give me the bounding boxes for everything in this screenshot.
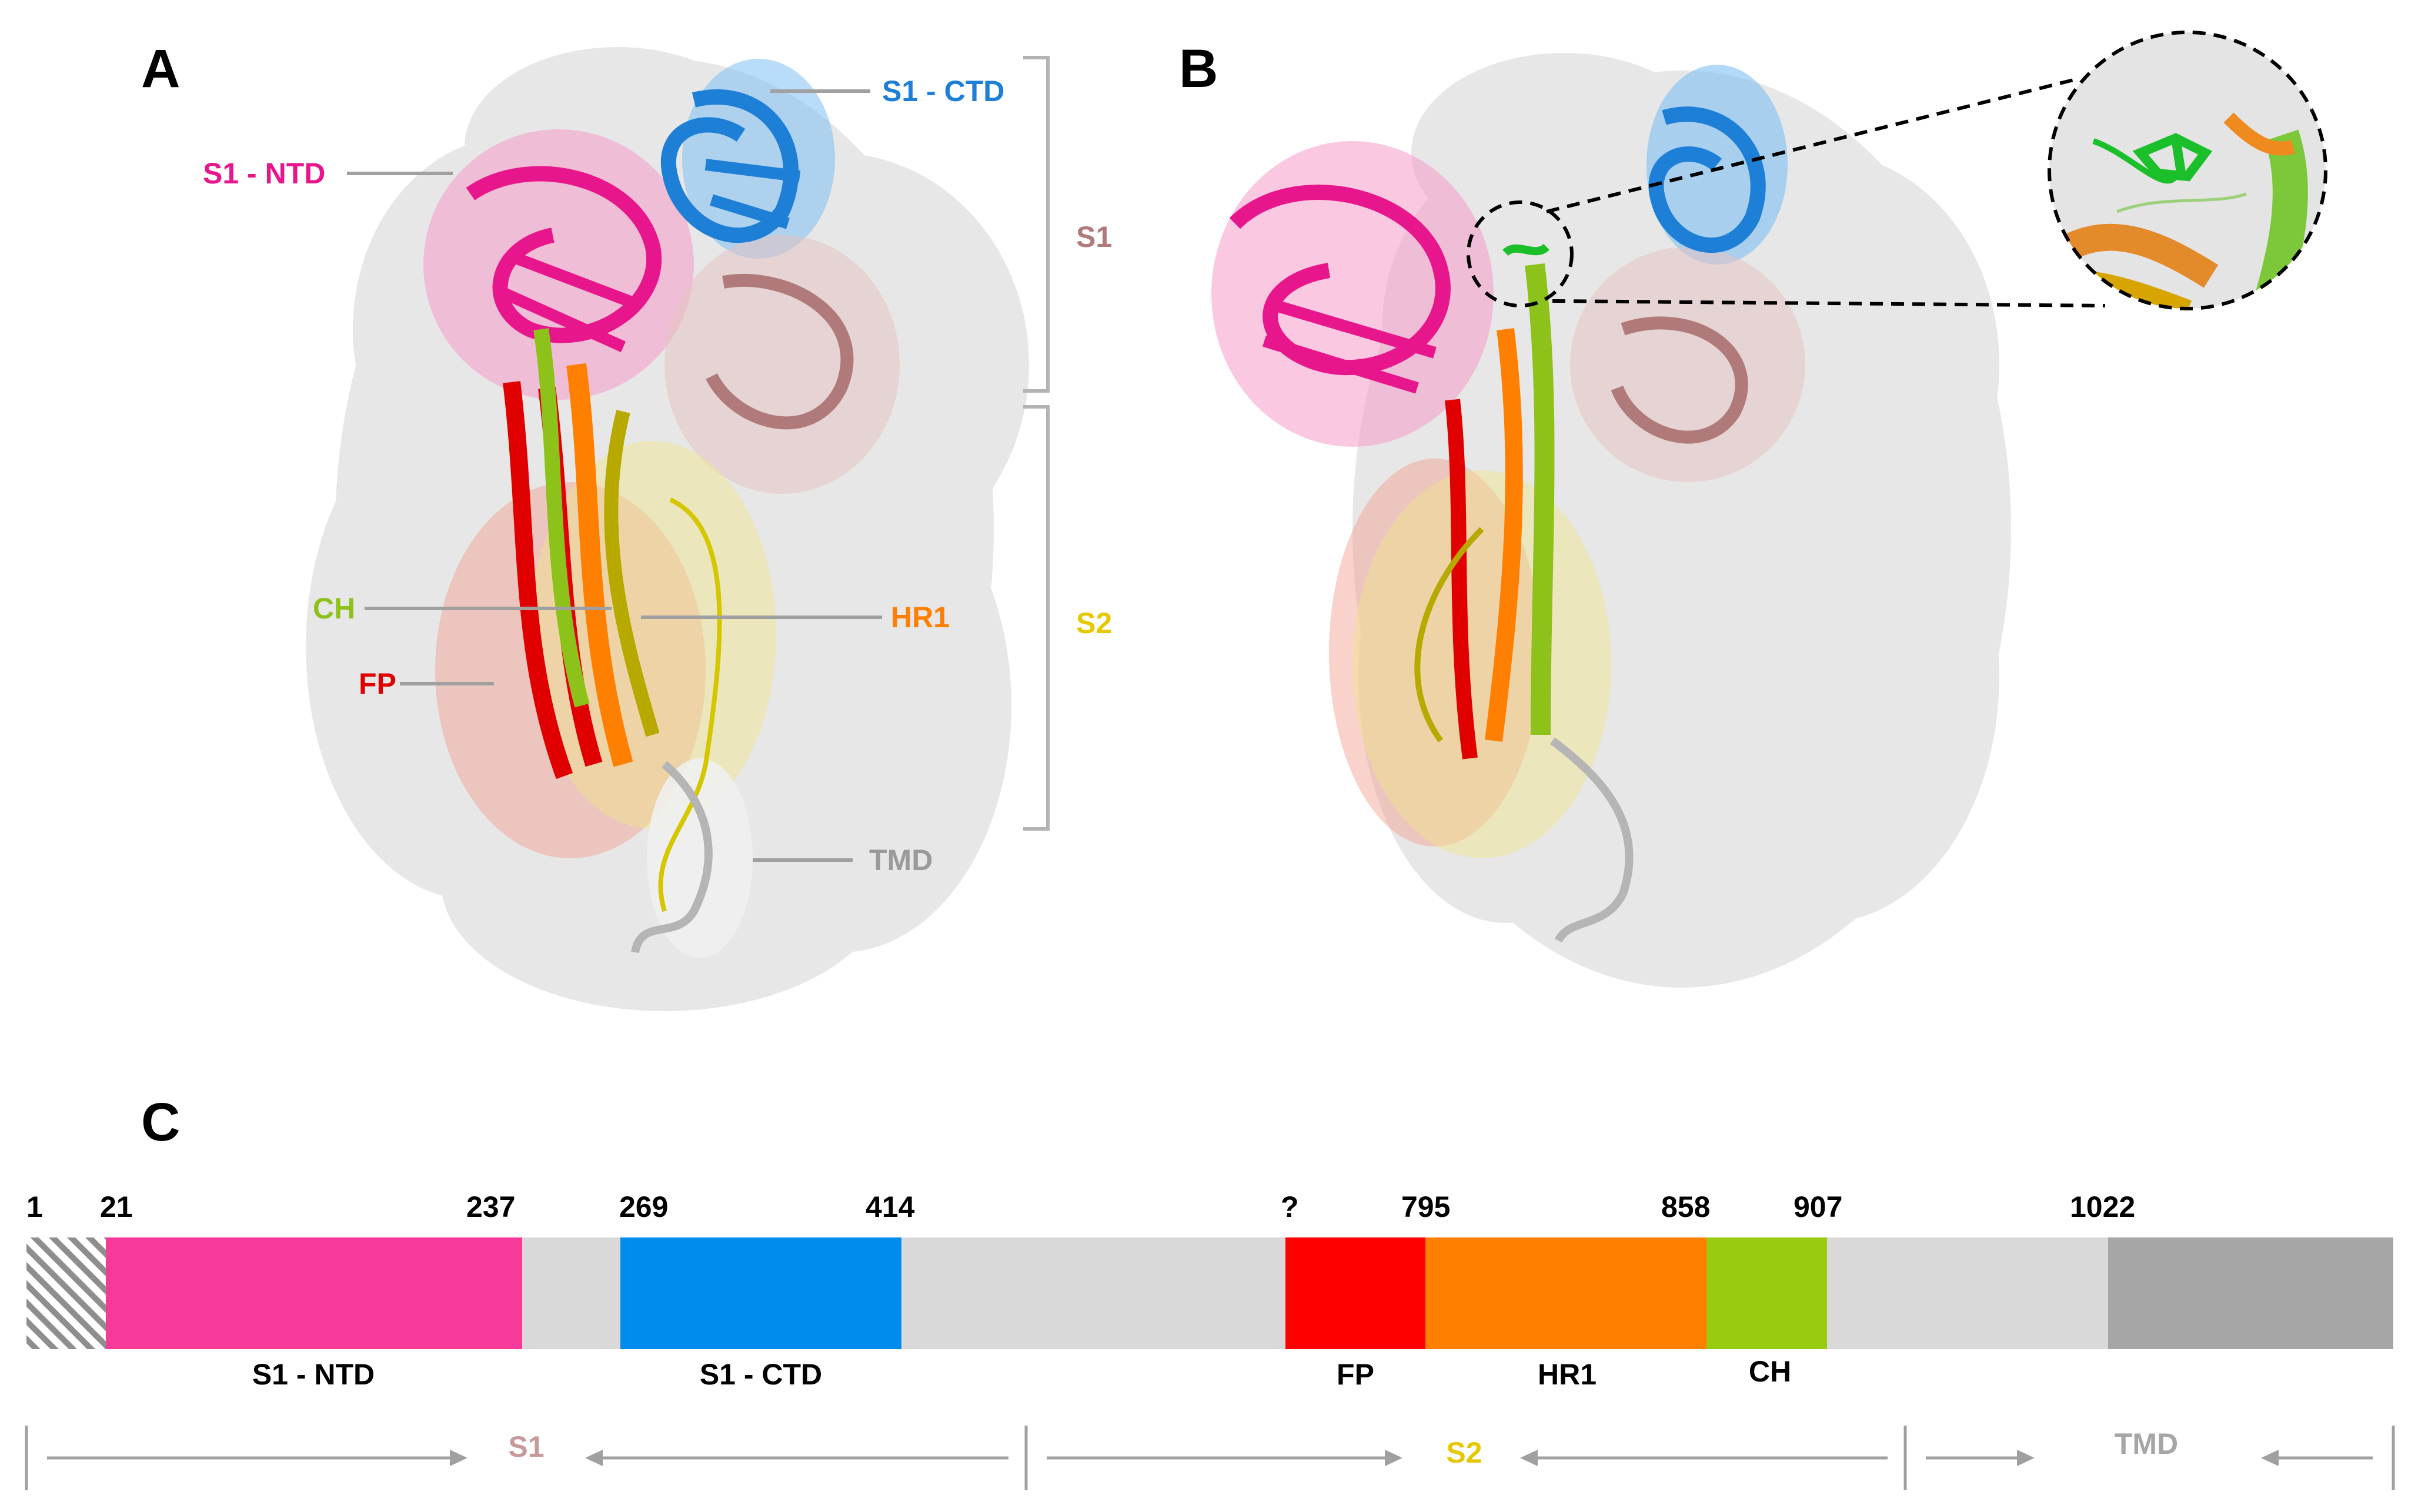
segment-label-hr1: HR1 [1538, 1358, 1597, 1391]
segment-linker-3 [1827, 1237, 2108, 1349]
segment-linker-2 [901, 1237, 1285, 1349]
panel-b-letter: B [1179, 39, 1218, 99]
label-s1-ctd: S1 - CTD [882, 75, 1004, 108]
pos-21: 21 [100, 1190, 133, 1223]
pos-414: 414 [866, 1190, 915, 1223]
region-label-s1: S1 [508, 1430, 544, 1463]
bracket-label-s1: S1 [1076, 220, 1112, 253]
segment-hr1 [1425, 1237, 1706, 1349]
pos-237: 237 [466, 1190, 515, 1223]
zoom-callout [1467, 31, 2327, 310]
bracket-label-s2: S2 [1076, 607, 1112, 640]
label-ch: CH [313, 592, 355, 625]
domain-bar [26, 1237, 2393, 1349]
segment-label-s1-ntd: S1 - NTD [252, 1358, 375, 1391]
segment-label-ch: CH [1749, 1355, 1791, 1388]
label-fp: FP [359, 667, 396, 700]
region-arrows [25, 1426, 2395, 1490]
region-label-s2: S2 [1446, 1436, 1482, 1469]
panel-a-structure [306, 47, 1029, 1011]
segment-label-fp: FP [1337, 1358, 1374, 1391]
pos-858: 858 [1661, 1190, 1710, 1223]
segment-fp [1285, 1237, 1425, 1349]
s1-s2-brackets [1023, 56, 1050, 831]
segment-label-s1-ctd: S1 - CTD [700, 1358, 822, 1391]
segment-s1-ctd [620, 1237, 901, 1349]
label-tmd: TMD [869, 844, 933, 877]
panel-a-leaders [347, 89, 882, 862]
segment-signal [26, 1237, 106, 1349]
panel-a-letter: A [141, 39, 180, 99]
pos-907: 907 [1794, 1190, 1842, 1223]
pos-1: 1 [26, 1190, 43, 1223]
region-label-tmd: TMD [2115, 1427, 2178, 1460]
panel-c-letter: C [141, 1092, 180, 1152]
label-hr1: HR1 [891, 601, 950, 634]
sequence-positions: 1 21 237 269 414 ? 795 858 907 1022 [26, 1190, 2135, 1223]
pos-795: 795 [1401, 1190, 1450, 1223]
segment-s1-ntd [106, 1237, 522, 1349]
segment-ch [1706, 1237, 1827, 1349]
panel-b-structure [1211, 53, 2011, 988]
pos-1022: 1022 [2070, 1190, 2135, 1223]
pos-269: 269 [619, 1190, 668, 1223]
segment-tmd [2108, 1237, 2393, 1349]
pos-unknown: ? [1281, 1190, 1299, 1223]
label-s1-ntd: S1 - NTD [203, 157, 325, 190]
segment-linker-1 [522, 1237, 620, 1349]
